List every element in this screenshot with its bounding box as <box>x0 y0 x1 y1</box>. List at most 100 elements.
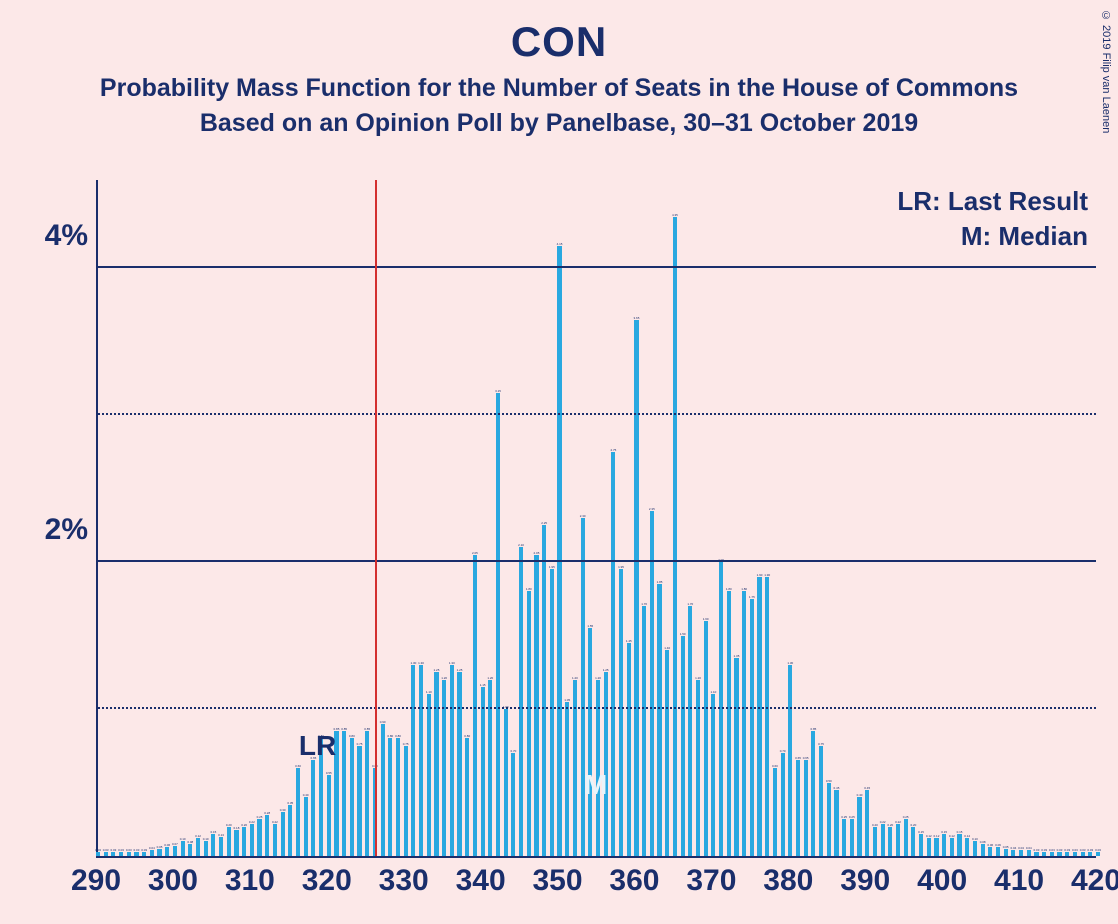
bar-value-label: 0.80 <box>387 734 393 738</box>
bar: 0.20 <box>227 827 231 856</box>
x-tick-label: 300 <box>148 864 198 898</box>
gridline-minor <box>98 413 1096 415</box>
x-tick-label: 320 <box>302 864 352 898</box>
bar: 0.30 <box>281 812 285 856</box>
bar-value-label: 0.03 <box>103 848 109 852</box>
bar: 2.75 <box>611 452 615 856</box>
x-tick-label: 330 <box>379 864 429 898</box>
bar-value-label: 0.08 <box>187 840 193 844</box>
x-axis: 2903003103203303403503603703803904004104… <box>96 864 1096 914</box>
bar: 0.40 <box>857 797 861 856</box>
bar: 0.10 <box>204 841 208 856</box>
bar: 0.05 <box>1004 849 1008 856</box>
bar-value-label: 0.45 <box>864 786 870 790</box>
bar-value-label: 1.45 <box>626 639 632 643</box>
bar-value-label: 2.25 <box>541 521 547 525</box>
bar: 2.05 <box>534 555 538 856</box>
bar-value-label: 0.03 <box>1034 848 1040 852</box>
bar-value-label: 0.20 <box>872 823 878 827</box>
bar-value-label: 0.40 <box>303 793 309 797</box>
bar-value-label: 0.03 <box>1064 848 1070 852</box>
bar: 1.30 <box>450 665 454 856</box>
bar: 0.10 <box>973 841 977 856</box>
bar: 0.80 <box>465 738 469 856</box>
bar: 0.03 <box>1096 852 1100 856</box>
bar: 0.60 <box>773 768 777 856</box>
bar-value-label: 1.80 <box>526 587 532 591</box>
bar-value-label: 0.65 <box>803 756 809 760</box>
bar: 1.70 <box>642 606 646 856</box>
bar: 0.04 <box>1011 850 1015 856</box>
bar: 0.05 <box>157 849 161 856</box>
bar-value-label: 0.65 <box>795 756 801 760</box>
bar: 0.55 <box>327 775 331 856</box>
bar: 1.90 <box>757 577 761 856</box>
bar-value-label: 1.90 <box>764 573 770 577</box>
bar: 1.80 <box>727 591 731 856</box>
bar-value-label: 0.22 <box>880 820 886 824</box>
bar-value-label: 0.06 <box>995 843 1001 847</box>
bar-value-label: 0.13 <box>218 833 224 837</box>
bar-value-label: 1.15 <box>480 683 486 687</box>
bar: 0.12 <box>196 838 200 856</box>
gridline-minor <box>98 707 1096 709</box>
bar: 3.15 <box>496 393 500 856</box>
bar: 0.25 <box>850 819 854 856</box>
bar-value-label: 0.12 <box>949 834 955 838</box>
bar-value-label: 0.03 <box>1072 848 1078 852</box>
lr-marker-label: LR <box>299 730 336 762</box>
bar: 0.06 <box>988 847 992 856</box>
bar: 0.80 <box>350 738 354 856</box>
bar: 0.15 <box>942 834 946 856</box>
bar-value-label: 1.35 <box>734 654 740 658</box>
bar: 2.30 <box>581 518 585 856</box>
bar: 0.03 <box>104 852 108 856</box>
bar-value-label: 0.85 <box>341 727 347 731</box>
bar: 1.15 <box>481 687 485 856</box>
bar-value-label: 0.10 <box>203 837 209 841</box>
bar: 0.20 <box>242 827 246 856</box>
bar: 0.75 <box>357 746 361 856</box>
bar: 0.90 <box>381 724 385 856</box>
bar-value-label: 0.15 <box>957 830 963 834</box>
bar-value-label: 1.70 <box>641 602 647 606</box>
bar-value-label: 0.18 <box>234 826 240 830</box>
bar-value-label: 0.80 <box>395 734 401 738</box>
bar-value-label: 0.20 <box>226 823 232 827</box>
bar-value-label: 0.15 <box>941 830 947 834</box>
bar-value-label: 0.60 <box>772 764 778 768</box>
bar: 0.03 <box>1073 852 1077 856</box>
bar-value-label: 0.03 <box>118 848 124 852</box>
bar: 0.22 <box>896 824 900 856</box>
bar: 0.70 <box>511 753 515 856</box>
bar: 1.55 <box>588 628 592 856</box>
bar: 0.12 <box>934 838 938 856</box>
bar-value-label: 0.70 <box>510 749 516 753</box>
bar: 1.80 <box>742 591 746 856</box>
bar-value-label: 0.12 <box>934 834 940 838</box>
bar-value-label: 2.05 <box>534 551 540 555</box>
bar-value-label: 0.28 <box>264 811 270 815</box>
bar: 0.40 <box>304 797 308 856</box>
y-axis: 2%4% <box>38 180 92 858</box>
bar-value-label: 0.70 <box>780 749 786 753</box>
bar-value-label: 0.25 <box>257 815 263 819</box>
bar: 0.85 <box>342 731 346 856</box>
bar-value-label: 2.10 <box>518 543 524 547</box>
bar-value-label: 0.04 <box>1018 846 1024 850</box>
bar: 0.12 <box>965 838 969 856</box>
bar-value-label: 1.20 <box>441 676 447 680</box>
bar-value-label: 0.03 <box>1087 848 1093 852</box>
bar: 0.03 <box>1088 852 1092 856</box>
bar-value-label: 0.22 <box>895 820 901 824</box>
bar-value-label: 0.07 <box>172 842 178 846</box>
bar-value-label: 0.30 <box>280 808 286 812</box>
bar: 1.25 <box>604 672 608 856</box>
bar: 0.03 <box>1081 852 1085 856</box>
bar-value-label: 1.20 <box>487 676 493 680</box>
bar: 0.03 <box>1057 852 1061 856</box>
bar-value-label: 1.95 <box>618 565 624 569</box>
bar-value-label: 0.60 <box>295 764 301 768</box>
bar: 0.08 <box>188 844 192 856</box>
bar-value-label: 0.04 <box>149 846 155 850</box>
